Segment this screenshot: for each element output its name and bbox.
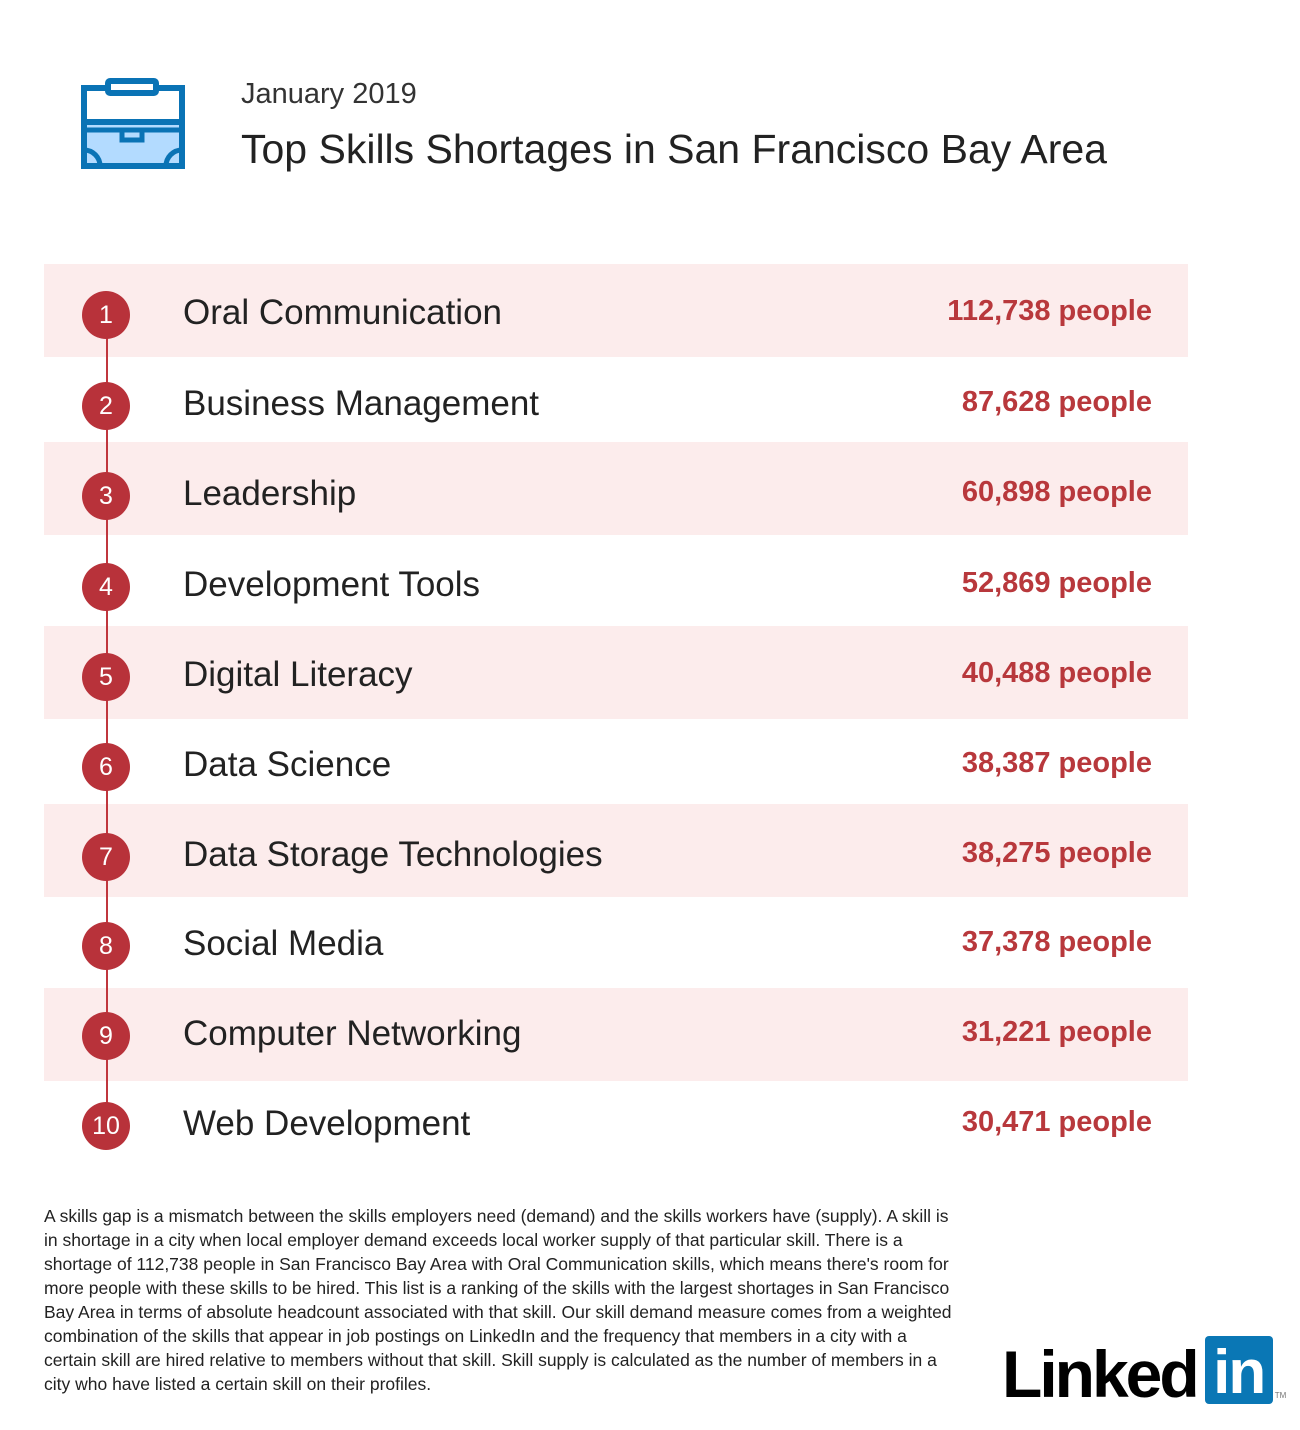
skill-name: Digital Literacy — [183, 655, 413, 694]
count-value: 87,628 — [961, 386, 1051, 418]
shortage-count: 31,221 people — [962, 1016, 1152, 1049]
rank-badge: 8 — [82, 922, 130, 970]
shortage-count: 40,488 people — [962, 657, 1152, 690]
skill-row: 10 Web Development 30,471 people — [0, 1102, 1300, 1152]
skill-row: 6 Data Science 38,387 people — [0, 743, 1300, 793]
skill-row: 8 Social Media 37,378 people — [0, 922, 1300, 972]
skill-name: Development Tools — [183, 565, 481, 604]
row-band — [44, 988, 1188, 1081]
count-value: 38,275 — [961, 837, 1051, 869]
rank-badge: 4 — [82, 563, 130, 611]
shortage-count: 52,869 people — [962, 567, 1152, 600]
count-unit: people — [1058, 476, 1152, 508]
shortage-count: 60,898 people — [962, 476, 1152, 509]
logo-trademark: TM — [1274, 1391, 1287, 1400]
shortage-count: 87,628 people — [962, 386, 1152, 419]
count-value: 38,387 — [961, 747, 1051, 779]
row-band — [44, 264, 1188, 357]
linkedin-logo: Linked in TM — [1002, 1334, 1287, 1411]
logo-word: Linked — [1002, 1337, 1200, 1411]
count-unit: people — [1058, 1106, 1152, 1138]
skill-row: 1 Oral Communication 112,738 people — [0, 291, 1300, 341]
rank-badge: 10 — [82, 1102, 130, 1150]
skill-name: Oral Communication — [183, 293, 502, 332]
report-date: January 2019 — [241, 78, 417, 110]
shortage-count: 112,738 people — [947, 295, 1152, 328]
count-value: 40,488 — [961, 657, 1051, 689]
rank-badge: 9 — [82, 1012, 130, 1060]
count-unit: people — [1058, 386, 1152, 418]
rank-badge: 5 — [82, 653, 130, 701]
rank-badge: 1 — [82, 291, 130, 339]
footnote: A skills gap is a mismatch between the s… — [44, 1206, 952, 1394]
skill-name: Data Science — [183, 745, 392, 784]
count-unit: people — [1058, 657, 1152, 689]
count-unit: people — [1058, 837, 1152, 869]
count-value: 37,378 — [961, 926, 1051, 958]
rank-badge: 6 — [82, 743, 130, 791]
count-value: 31,221 — [961, 1016, 1051, 1048]
skill-row: 7 Data Storage Technologies 38,275 people — [0, 833, 1300, 883]
timeline-connector — [106, 316, 108, 1126]
skill-name: Web Development — [183, 1104, 471, 1143]
rank-badge: 3 — [82, 472, 130, 520]
row-band — [44, 804, 1188, 897]
skill-name: Social Media — [183, 924, 384, 963]
row-band — [44, 442, 1188, 535]
briefcase-icon — [81, 78, 185, 169]
skill-name: Data Storage Technologies — [183, 835, 603, 874]
skill-name: Leadership — [183, 474, 357, 513]
skill-row: 9 Computer Networking 31,221 people — [0, 1012, 1300, 1062]
skill-row: 4 Development Tools 52,869 people — [0, 563, 1300, 613]
count-unit: people — [1058, 567, 1152, 599]
shortage-count: 37,378 people — [962, 926, 1152, 959]
count-unit: people — [1058, 295, 1152, 327]
rank-badge: 2 — [82, 382, 130, 430]
skill-row: 3 Leadership 60,898 people — [0, 472, 1300, 522]
skill-row: 2 Business Management 87,628 people — [0, 382, 1300, 432]
count-value: 60,898 — [961, 476, 1051, 508]
shortage-count: 38,275 people — [962, 837, 1152, 870]
count-value: 112,738 — [947, 295, 1051, 327]
rank-badge: 7 — [82, 833, 130, 881]
count-value: 30,471 — [961, 1106, 1051, 1138]
count-value: 52,869 — [961, 567, 1051, 599]
skill-row: 5 Digital Literacy 40,488 people — [0, 653, 1300, 703]
skill-name: Computer Networking — [183, 1014, 522, 1053]
skill-name: Business Management — [183, 384, 540, 423]
shortage-count: 38,387 people — [962, 747, 1152, 780]
shortage-count: 30,471 people — [962, 1106, 1152, 1139]
count-unit: people — [1058, 747, 1152, 779]
logo-box: in — [1204, 1336, 1273, 1404]
row-band — [44, 626, 1188, 719]
page-title: Top Skills Shortages in San Francisco Ba… — [241, 126, 1107, 172]
count-unit: people — [1058, 1016, 1152, 1048]
count-unit: people — [1058, 926, 1152, 958]
